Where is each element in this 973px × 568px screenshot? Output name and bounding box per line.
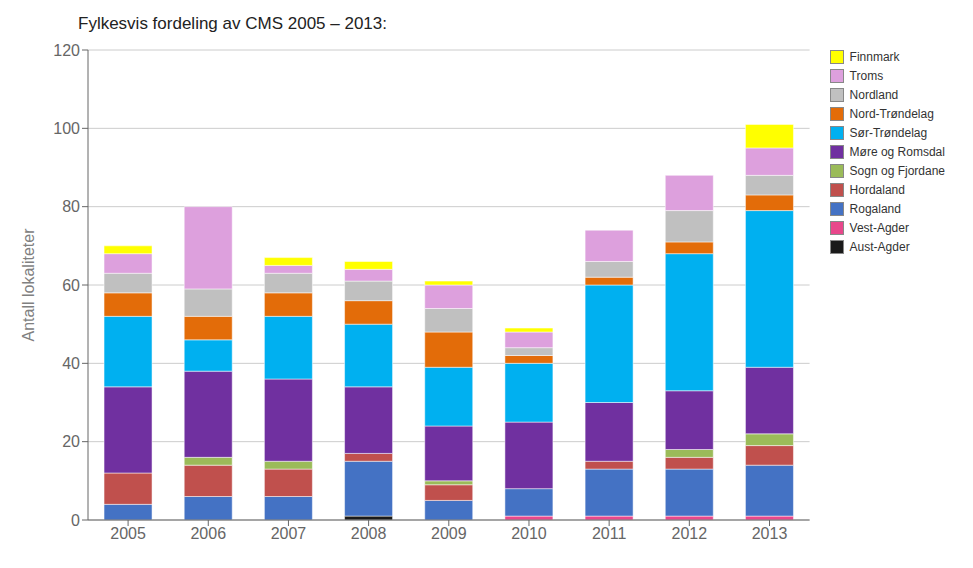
svg-text:Antall lokaliteter: Antall lokaliteter [20, 228, 37, 342]
svg-text:80: 80 [62, 198, 80, 215]
html-text:Nordland: Nordland [849, 88, 899, 102]
svg-text:2008: 2008 [351, 525, 387, 542]
html-text:Troms: Troms [849, 69, 884, 83]
html-text:Fylkesvis fordeling av CMS 200: Fylkesvis fordeling av CMS 2005 – 2013: [78, 14, 387, 33]
svg-text:0: 0 [71, 512, 80, 529]
svg-text:100: 100 [53, 120, 80, 137]
svg-text:2009: 2009 [431, 525, 467, 542]
html-text:Vest-Agder: Vest-Agder [849, 221, 909, 235]
svg-text:120: 120 [53, 42, 80, 59]
html-text:Rogaland: Rogaland [849, 202, 901, 216]
html-text:Sogn og Fjordane: Sogn og Fjordane [849, 164, 945, 178]
html-text:Aust-Agder: Aust-Agder [849, 240, 910, 254]
svg-text:2005: 2005 [110, 525, 146, 542]
html-text:Sør-Trøndelag: Sør-Trøndelag [849, 126, 928, 140]
svg-text:20: 20 [62, 433, 80, 450]
svg-text:2010: 2010 [511, 525, 547, 542]
svg-text:60: 60 [62, 277, 80, 294]
svg-text:2007: 2007 [271, 525, 307, 542]
svg-text:2011: 2011 [592, 525, 627, 542]
svg-text:2013: 2013 [752, 525, 788, 542]
svg-text:2006: 2006 [190, 525, 226, 542]
svg-text:40: 40 [62, 355, 80, 372]
html-text:Hordaland: Hordaland [849, 183, 905, 197]
html-text:Nord-Trøndelag: Nord-Trøndelag [849, 107, 934, 121]
html-text:Møre og Romsdal: Møre og Romsdal [849, 145, 945, 159]
html-text:Finnmark: Finnmark [849, 50, 900, 64]
svg-text:2012: 2012 [672, 525, 708, 542]
